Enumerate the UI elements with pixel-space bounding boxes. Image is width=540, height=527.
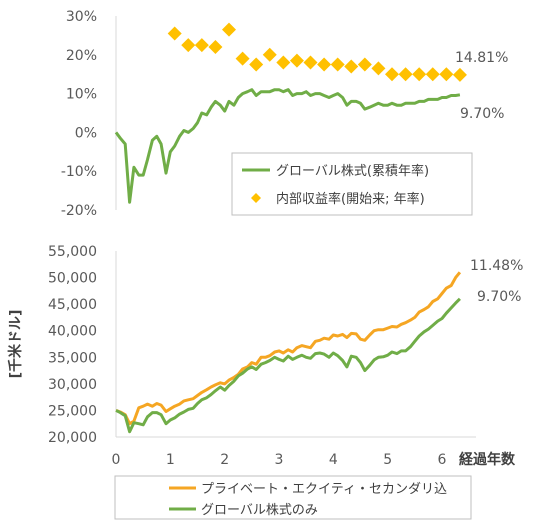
top-y-tick-label: 20% [66, 48, 97, 64]
top-series-irr-marker [371, 61, 386, 76]
top-legend-box [231, 152, 473, 216]
bottom-y-tick-label: 30,000 [48, 377, 97, 393]
bottom-x-tick-label: 0 [112, 452, 121, 468]
top-series-irr-marker [303, 55, 318, 70]
top-y-tick-label: -10% [61, 164, 97, 180]
bottom-y-tick-label: 25,000 [48, 403, 97, 419]
top-series-irr-marker [452, 67, 467, 82]
top-series-irr-marker [235, 51, 250, 66]
bottom-x-tick-label: 6 [438, 452, 447, 468]
bottom-x-axis-title: 経過年数 [459, 451, 516, 468]
bottom-x-tick-label: 2 [220, 452, 229, 468]
top-series-irr-marker [289, 53, 304, 68]
bottom-series-pe-secondary-line [115, 271, 462, 426]
bottom-x-tick-label: 4 [329, 452, 338, 468]
bottom-y-tick-label: 45,000 [48, 297, 97, 313]
bottom-legend-box [114, 475, 472, 520]
top-series-irr-marker [276, 55, 291, 70]
top-series-irr-marker [262, 47, 277, 62]
bottom-x-tick-label: 1 [166, 452, 175, 468]
top-y-tick-label: 0% [75, 125, 97, 141]
top-series-irr-marker [330, 57, 345, 72]
bottom-x-tick-label: 5 [383, 452, 392, 468]
top-series-irr-marker [412, 67, 427, 82]
top-end-label-irr: 14.81% [455, 50, 508, 66]
bottom-end-label-global-equity: 9.70% [477, 289, 521, 305]
top-y-tick-label: 30% [66, 9, 97, 25]
bottom-legend-label-pe-secondary: プライベート・エクイティ・セカンダリ込 [201, 482, 447, 497]
top-series-irr-marker [317, 57, 332, 72]
bottom-chart: 55,000 50,000 45,000 40,000 35,000 30,000 25,0… [7, 244, 523, 520]
bottom-y-tick-label: 20,000 [48, 430, 97, 446]
bottom-x-tick-label: 3 [275, 452, 284, 468]
bottom-y-tick-label: 55,000 [48, 244, 97, 260]
top-series-irr-marker [194, 38, 209, 53]
bottom-y-tick-label: 50,000 [48, 271, 97, 287]
top-series-irr-marker [167, 26, 182, 41]
top-series-irr-marker [439, 67, 454, 82]
top-series-irr-marker [357, 57, 372, 72]
bottom-y-tick-label: 35,000 [48, 350, 97, 366]
top-series-irr-marker [181, 38, 196, 53]
bottom-end-label-pe-secondary: 11.48% [470, 258, 523, 274]
top-legend-label-global-equity: グローバル株式(累積年率) [276, 163, 429, 179]
top-legend-label-irr: 内部収益率(開始来; 年率) [276, 191, 425, 207]
bottom-y-tick-label: 40,000 [48, 324, 97, 340]
bottom-y-axis-title: [千米ドル] [7, 310, 24, 379]
top-end-label-global-equity: 9.70% [460, 106, 504, 122]
top-series-irr-marker [398, 67, 413, 82]
top-y-tick-label: 10% [66, 87, 97, 103]
top-series-global-equity-line [114, 88, 461, 204]
top-y-tick-label: -20% [61, 203, 97, 219]
bottom-series-global-equity-line [115, 297, 461, 434]
top-series-irr-marker [249, 57, 264, 72]
top-series-irr-marker [222, 22, 237, 37]
top-legend-swatch-irr [251, 193, 261, 203]
top-chart: 30% 20% 10% 0% -10% -20% 14.81% 9.70% グローバル株式(累積… [61, 9, 509, 219]
top-series-irr-marker [344, 59, 359, 74]
bottom-legend-label-global-equity: グローバル株式のみ [201, 503, 318, 518]
top-series-irr-marker [208, 40, 223, 55]
top-series-irr-marker [385, 67, 400, 82]
top-series-irr-marker [425, 67, 440, 82]
